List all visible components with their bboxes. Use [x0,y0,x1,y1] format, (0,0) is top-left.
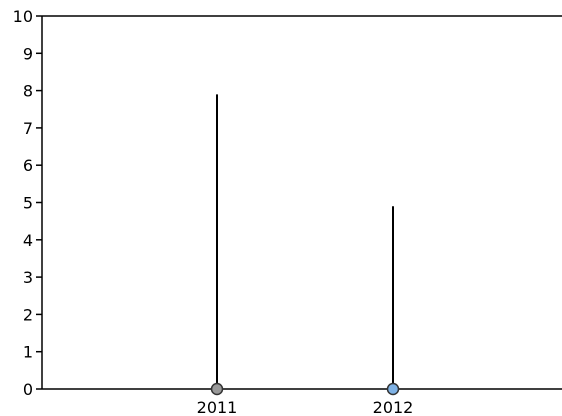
data-stems [210,94,400,396]
y-tick-label: 6 [23,156,33,175]
data-point-marker-2011 [210,382,224,396]
y-tick-label: 0 [23,380,33,399]
x-tick-label: 2012 [373,398,414,416]
y-tick-label: 8 [23,82,33,101]
x-tick-label: 2011 [197,398,238,416]
y-tick-label: 2 [23,305,33,324]
y-tick-label: 10 [13,7,33,26]
y-tick-label: 3 [23,268,33,287]
data-point-marker-2012 [386,382,400,396]
y-tick-label: 7 [23,119,33,138]
y-tick-label: 5 [23,194,33,213]
y-tick-label: 1 [23,343,33,362]
y-tick-label: 9 [23,44,33,63]
y-axis: 0 1 2 3 4 5 6 7 8 9 10 [13,7,42,399]
x-axis: 2011 2012 [197,398,414,416]
y-tick-label: 4 [23,231,33,250]
